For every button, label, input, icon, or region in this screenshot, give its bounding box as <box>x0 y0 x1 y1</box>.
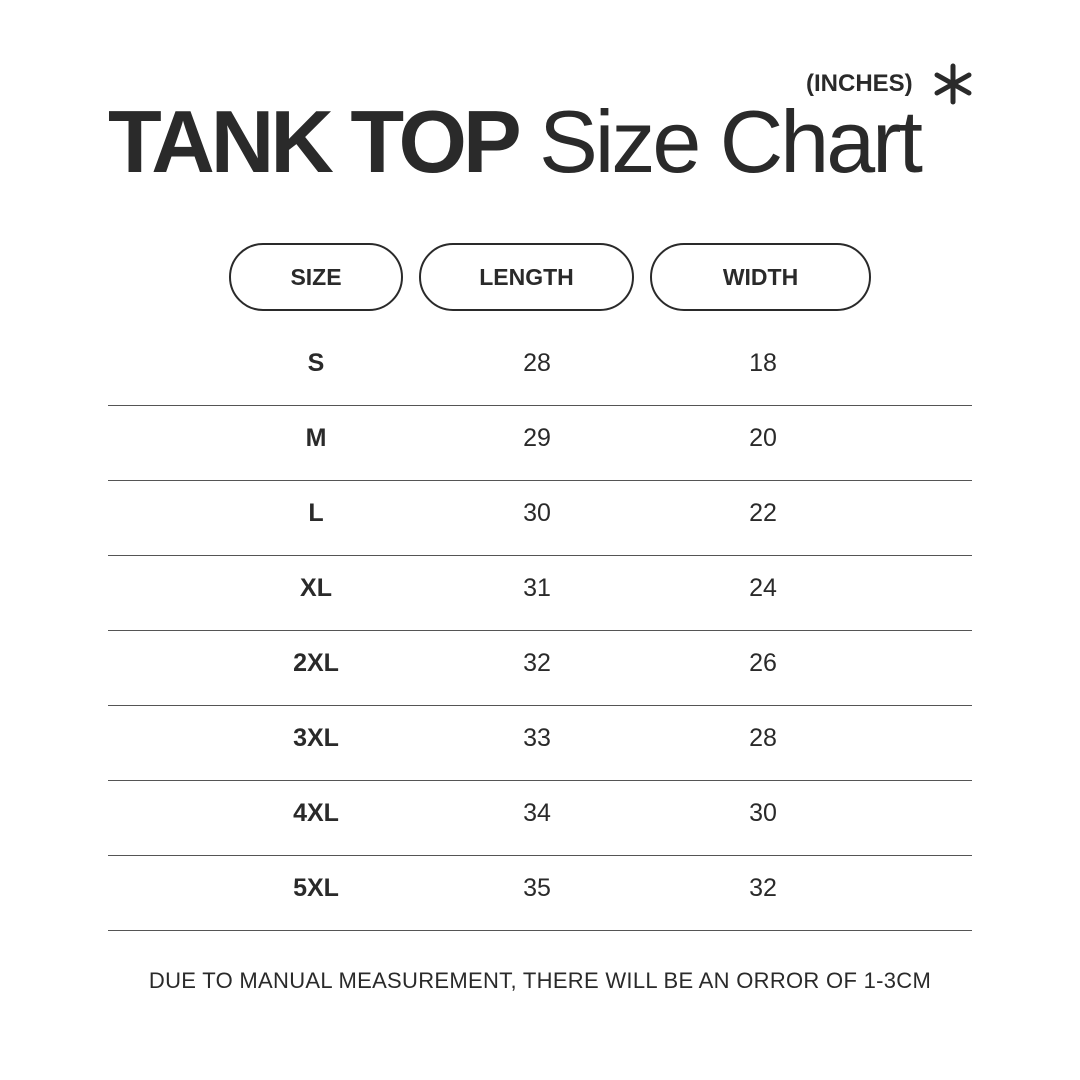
width-cell: 22 <box>749 499 777 527</box>
length-cell: 34 <box>523 799 551 827</box>
size-cell: 3XL <box>293 724 339 752</box>
width-cell: 24 <box>749 574 777 602</box>
row-divider <box>108 630 972 631</box>
table-row: S 28 18 <box>108 331 972 406</box>
title-bold: TANK TOP <box>108 92 522 191</box>
width-cell: 26 <box>749 649 777 677</box>
size-cell: S <box>307 349 325 377</box>
row-divider <box>108 480 972 481</box>
length-cell: 31 <box>523 574 551 602</box>
table-row: 5XL 35 32 <box>108 856 972 931</box>
measurement-note: DUE TO MANUAL MEASUREMENT, THERE WILL BE… <box>148 968 932 993</box>
size-cell: 4XL <box>293 799 339 827</box>
row-divider <box>108 930 972 931</box>
table-row: 2XL 32 26 <box>108 631 972 706</box>
page-title: TANK TOP Size Chart <box>108 98 923 186</box>
length-cell: 29 <box>523 424 551 452</box>
row-divider <box>108 555 972 556</box>
width-cell: 20 <box>749 424 777 452</box>
size-cell: M <box>305 424 327 452</box>
row-divider <box>108 705 972 706</box>
unit-label: (INCHES) <box>806 70 913 97</box>
header-width: WIDTH <box>650 243 871 311</box>
row-divider <box>108 780 972 781</box>
table-row: M 29 20 <box>108 406 972 481</box>
asterisk-icon <box>934 63 972 105</box>
size-cell: XL <box>300 574 332 602</box>
length-cell: 33 <box>523 724 551 752</box>
header-length: LENGTH <box>419 243 634 311</box>
size-cell: 5XL <box>293 874 339 902</box>
table-row: 3XL 33 28 <box>108 706 972 781</box>
table-row: L 30 22 <box>108 481 972 556</box>
header-size: SIZE <box>229 243 403 311</box>
width-cell: 18 <box>749 349 777 377</box>
title-regular: Size Chart <box>539 92 923 191</box>
size-cell: L <box>308 499 324 527</box>
length-cell: 28 <box>523 349 551 377</box>
length-cell: 35 <box>523 874 551 902</box>
row-divider <box>108 405 972 406</box>
row-divider <box>108 855 972 856</box>
width-cell: 32 <box>749 874 777 902</box>
length-cell: 30 <box>523 499 551 527</box>
width-cell: 30 <box>749 799 777 827</box>
length-cell: 32 <box>523 649 551 677</box>
table-row: XL 31 24 <box>108 556 972 631</box>
table-row: 4XL 34 30 <box>108 781 972 856</box>
size-cell: 2XL <box>293 649 339 677</box>
width-cell: 28 <box>749 724 777 752</box>
